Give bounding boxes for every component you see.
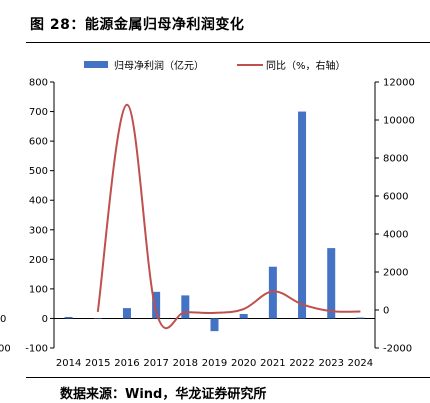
bar — [152, 291, 161, 319]
left-edge-stub: 00 — [0, 344, 11, 355]
bar — [268, 266, 277, 319]
left-y-tick-label: 600 — [29, 137, 48, 148]
bar — [181, 295, 190, 319]
left-y-tick-label: 100 — [29, 284, 48, 295]
source-divider — [26, 377, 430, 378]
x-tick-label: 2024 — [348, 358, 373, 369]
right-y-tick-label: -2000 — [383, 344, 412, 355]
left-y-tick-label: 700 — [29, 107, 48, 118]
x-tick-label: 2023 — [319, 358, 344, 369]
right-y-tick-label: 2000 — [383, 268, 408, 279]
right-y-tick-label: 0 — [383, 306, 389, 317]
left-y-tick-label: 300 — [29, 225, 48, 236]
bar — [356, 317, 365, 319]
right-y-tick-label: 6000 — [383, 192, 408, 203]
left-y-tick-label: 200 — [29, 255, 48, 266]
x-tick-label: 2021 — [260, 358, 285, 369]
x-tick-label: 2014 — [56, 358, 81, 369]
title-divider — [26, 42, 430, 43]
source-note: 数据来源：Wind，华龙证券研究所 — [60, 387, 267, 402]
left-y-tick-label: 500 — [29, 166, 48, 177]
x-tick-label: 2022 — [289, 358, 314, 369]
x-tick-label: 2016 — [114, 358, 139, 369]
legend-label-line: 同比（%，右轴） — [266, 59, 346, 72]
right-y-tick-label: 10000 — [383, 116, 415, 127]
legend-label-bar: 归母净利润（亿元） — [114, 59, 204, 72]
series-line — [96, 103, 361, 330]
x-tick-label: 2020 — [231, 358, 256, 369]
bar — [93, 318, 102, 319]
left-edge-stub: 0 — [0, 314, 6, 325]
x-tick-label: 2017 — [143, 358, 168, 369]
legend-swatch-bar — [84, 61, 108, 68]
x-tick-label: 2019 — [202, 358, 227, 369]
right-y-tick-label: 8000 — [383, 154, 408, 165]
right-y-tick-label: 4000 — [383, 230, 408, 241]
bar — [210, 318, 219, 332]
chart-legend: 归母净利润（亿元） 同比（%，右轴） — [84, 59, 346, 72]
left-y-tick-label: 0 — [42, 314, 48, 325]
left-y-tick-label: 800 — [29, 78, 48, 89]
bar — [64, 316, 73, 319]
left-y-tick-label: -100 — [25, 344, 48, 355]
right-y-tick-label: 12000 — [383, 78, 415, 89]
bar — [327, 248, 336, 319]
x-tick-label: 2018 — [173, 358, 198, 369]
bar — [298, 111, 307, 319]
figure-title: 图 28：能源金属归母净利润变化 — [30, 17, 245, 33]
bar — [239, 314, 248, 319]
left-y-tick-label: 400 — [29, 196, 48, 207]
bar — [122, 308, 131, 319]
x-tick-label: 2015 — [85, 358, 110, 369]
